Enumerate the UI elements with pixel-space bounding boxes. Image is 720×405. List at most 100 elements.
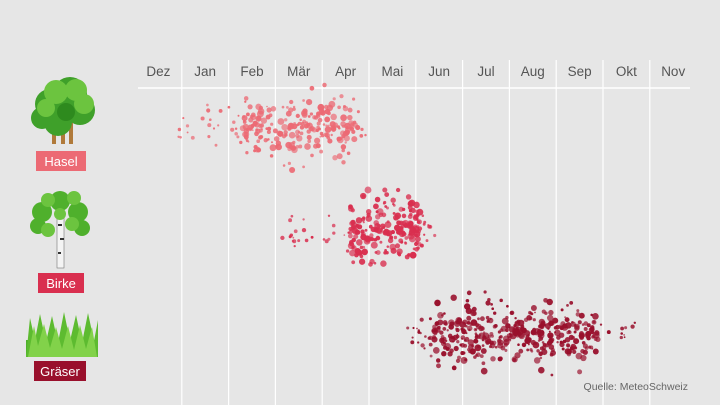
pollen-dot-graeser [428,317,432,321]
pollen-dot-graeser [544,311,548,315]
pollen-dot-hasel [324,132,330,138]
pollen-dot-birke [327,237,331,241]
pollen-dot-hasel [206,103,209,107]
pollen-dot-hasel [292,105,296,109]
pollen-dot-graeser [559,340,563,344]
pollen-dot-graeser [462,351,466,355]
pollen-dot-hasel [339,94,344,99]
pollen-dot-hasel [317,117,323,123]
pollen-dot-birke [332,231,336,235]
pollen-dot-graeser [441,351,447,357]
pollen-dot-birke [369,233,374,238]
pollen-dot-graeser [487,298,491,302]
pollen-dot-graeser [460,335,466,340]
pollen-dot-graeser [624,326,628,330]
birch-tree-icon [30,191,90,269]
pollen-dot-hasel [256,147,262,153]
pollen-dot-birke [380,260,387,267]
pollen-dot-graeser [533,357,541,364]
pollen-dot-birke [310,235,314,239]
pollen-dot-graeser [593,337,598,341]
pollen-dot-birke [392,211,396,215]
pollen-dot-birke [353,233,359,240]
pollen-dot-graeser [517,331,522,336]
pollen-dot-birke [392,204,396,207]
pollen-dot-hasel [177,135,180,138]
pollen-dot-graeser [448,319,455,326]
pollen-dot-birke [410,207,416,213]
pollen-dot-graeser [548,309,554,316]
pollen-dot-birke [356,249,363,256]
pollen-dot-hasel [286,106,289,109]
pollen-dot-graeser [469,322,474,327]
pollen-dot-birke [351,245,357,251]
pollen-dot-hasel [288,142,295,149]
pollen-dot-hasel [283,118,288,122]
pollen-dot-graeser [589,327,595,332]
pollen-dot-birke [355,217,363,224]
pollen-dot-hasel [288,107,294,113]
pollen-dot-hasel [282,164,286,167]
pollen-dot-hasel [340,130,346,136]
pollen-dot-hasel [246,112,250,117]
pollen-dot-hasel [253,144,258,150]
pollen-dot-birke [404,236,409,240]
pollen-dot-graeser [498,336,502,339]
pollen-dot-graeser [503,342,508,347]
pollen-dot-graeser [468,328,471,332]
pollen-dot-hasel [252,120,258,126]
pollen-dot-graeser [420,343,425,348]
pollen-dot-birke [331,223,336,228]
pollen-dot-birke [375,227,382,234]
pollen-dot-hasel [206,108,211,113]
pollen-dot-graeser [443,345,448,350]
pollen-dot-graeser [558,332,565,338]
pollen-dot-hasel [256,116,261,121]
pollen-dot-hasel [328,100,336,108]
pollen-dot-graeser [501,317,509,325]
pollen-dot-hasel [207,123,212,128]
pollen-dot-hasel [309,112,314,116]
pollen-dot-birke [361,248,368,256]
pollen-dot-hasel [241,115,248,122]
pollen-dot-birke [394,243,401,249]
pollen-dot-graeser [580,354,587,362]
pollen-dot-graeser [592,312,599,320]
pollen-dot-birke [401,213,407,219]
pollen-dot-birke [382,187,388,193]
pollen-dot-hasel [200,116,205,121]
pollen-dot-graeser [566,352,572,357]
pollen-dot-birke [396,251,401,256]
pollen-dot-hasel [330,124,334,128]
pollen-dot-hasel [311,127,317,133]
pollen-dot-graeser [492,324,497,329]
pollen-dot-hasel [244,100,247,103]
pollen-dot-birke [345,249,350,253]
pollen-dot-graeser [434,299,441,307]
pollen-dot-hasel [341,160,346,165]
pollen-dot-graeser [460,342,465,348]
pollen-dot-hasel [309,85,315,91]
pollen-dot-hasel [268,113,273,118]
pollen-dot-birke [387,237,394,244]
pollen-dot-birke [371,237,375,242]
pollen-dot-birke [347,233,353,239]
pollen-dot-graeser [440,314,444,317]
pollen-dot-hasel [208,118,212,122]
pollen-dot-graeser [548,330,551,333]
pollen-dot-graeser [423,347,426,350]
label-birke: Birke [38,273,84,293]
pollen-dot-hasel [299,118,302,122]
pollen-dot-hasel [310,153,314,158]
pollen-dot-birke [375,235,381,241]
pollen-dot-graeser [581,323,585,326]
month-label: Jan [194,64,216,79]
pollen-dot-birke [404,254,410,260]
pollen-dot-graeser [442,320,448,326]
pollen-dot-birke [355,223,360,229]
pollen-dot-birke [390,197,396,203]
pollen-dot-hasel [330,113,337,121]
pollen-dot-birke [343,234,346,236]
pollen-dot-graeser [479,316,485,322]
